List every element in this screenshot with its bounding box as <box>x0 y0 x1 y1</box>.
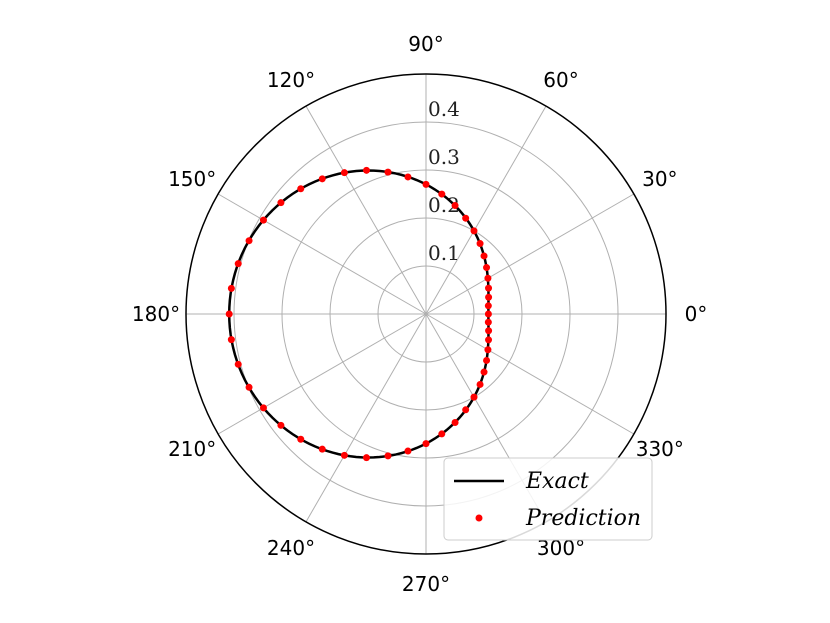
prediction-point <box>422 180 430 188</box>
prediction-point <box>484 274 492 282</box>
prediction-point <box>462 406 470 414</box>
prediction-point <box>245 383 253 391</box>
angular-tick-label: 60° <box>543 68 578 92</box>
angular-tick-label: 0° <box>685 302 708 326</box>
prediction-point <box>485 336 493 344</box>
prediction-point <box>277 421 285 429</box>
legend-prediction-marker <box>475 514 483 522</box>
prediction-point <box>362 166 370 174</box>
angular-tick-label: 120° <box>267 68 315 92</box>
prediction-point <box>297 435 305 443</box>
prediction-point <box>483 356 491 364</box>
legend-box <box>443 457 653 541</box>
angular-tick-label: 180° <box>132 302 180 326</box>
angular-tick-label: 270° <box>402 572 450 596</box>
prediction-point <box>484 302 492 310</box>
radial-tick-label: 0.1 <box>428 241 460 265</box>
prediction-point <box>234 260 242 268</box>
prediction-point <box>277 199 285 207</box>
prediction-point <box>462 214 470 222</box>
prediction-point <box>470 227 478 235</box>
prediction-point <box>484 310 492 318</box>
prediction-point <box>245 237 253 245</box>
angular-grid-line <box>217 313 427 435</box>
prediction-point <box>384 168 392 176</box>
prediction-point <box>318 445 326 453</box>
prediction-point <box>485 284 493 292</box>
legend: Exact Prediction <box>443 457 653 541</box>
prediction-point <box>438 190 446 198</box>
prediction-point <box>476 380 484 388</box>
prediction-point <box>259 404 267 412</box>
prediction-point <box>227 336 235 344</box>
angular-tick-labels: 0°30°60°90°120°150°180°210°240°270°300°3… <box>132 32 707 596</box>
prediction-point <box>384 452 392 460</box>
prediction-point <box>234 360 242 368</box>
legend-label-exact: Exact <box>525 469 589 494</box>
prediction-point <box>485 293 493 301</box>
data-series <box>225 166 493 462</box>
prediction-point <box>470 393 478 401</box>
prediction-point <box>340 169 348 177</box>
prediction-point <box>451 418 459 426</box>
polar-grid <box>186 74 666 554</box>
prediction-point <box>480 368 488 376</box>
prediction-point <box>484 346 492 354</box>
legend-label-prediction: Prediction <box>525 506 641 531</box>
angular-grid-line <box>425 193 635 315</box>
prediction-point <box>483 264 491 272</box>
angular-grid-line <box>425 105 547 315</box>
prediction-point <box>259 216 267 224</box>
angular-grid-line <box>425 313 635 435</box>
prediction-point <box>227 284 235 292</box>
angular-tick-label: 90° <box>408 32 443 56</box>
prediction-point <box>485 327 493 335</box>
prediction-point <box>362 454 370 462</box>
prediction-point <box>451 202 459 210</box>
prediction-point <box>225 310 233 318</box>
angular-grid-line <box>217 193 427 315</box>
angular-grid-line <box>305 313 427 523</box>
prediction-point <box>404 173 412 181</box>
prediction-point <box>318 175 326 183</box>
angular-tick-label: 30° <box>642 167 677 191</box>
prediction-point <box>476 240 484 248</box>
prediction-point <box>340 451 348 459</box>
angular-tick-label: 150° <box>168 167 216 191</box>
angular-tick-label: 330° <box>636 437 684 461</box>
prediction-point <box>480 252 488 260</box>
prediction-point <box>297 185 305 193</box>
prediction-point <box>404 447 412 455</box>
prediction-point <box>422 440 430 448</box>
angular-tick-label: 240° <box>267 536 315 560</box>
radial-tick-label: 0.4 <box>428 97 460 121</box>
prediction-point <box>438 430 446 438</box>
angular-tick-label: 210° <box>168 437 216 461</box>
prediction-point <box>484 318 492 326</box>
angular-grid-line <box>305 105 427 315</box>
radial-tick-label: 0.3 <box>428 145 460 169</box>
polar-frame <box>185 73 667 555</box>
